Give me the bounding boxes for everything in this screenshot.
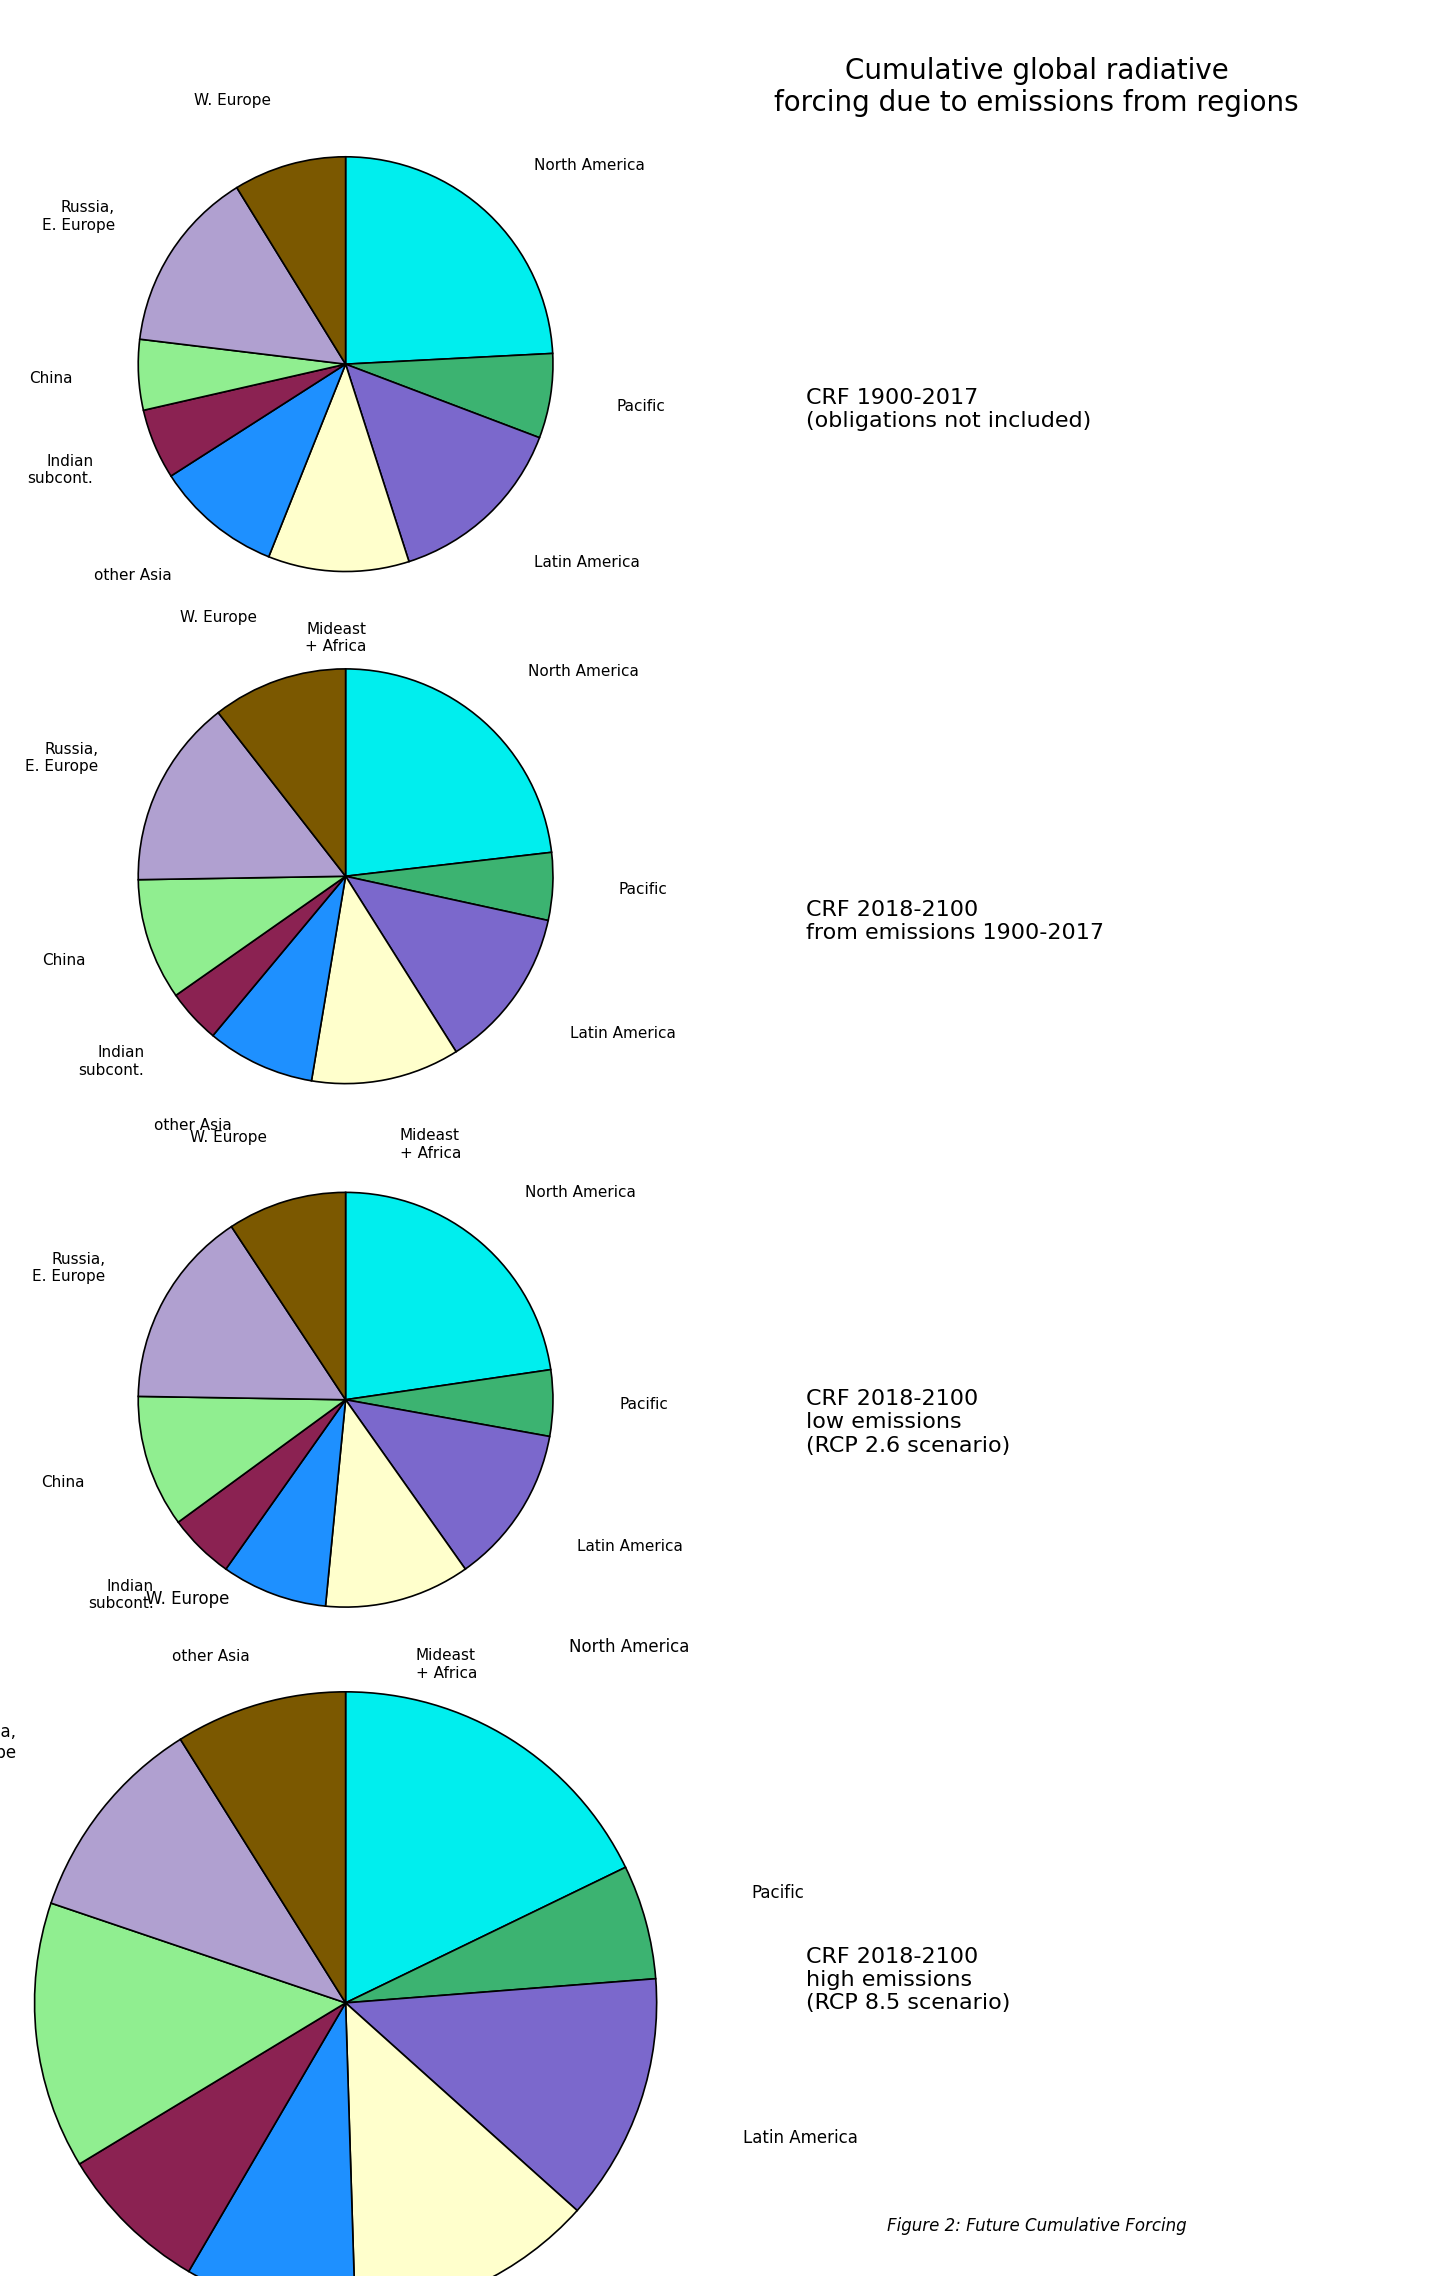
Wedge shape	[346, 1978, 657, 2210]
Text: Russia,
E. Europe: Russia, E. Europe	[33, 1252, 105, 1284]
Wedge shape	[346, 669, 552, 876]
Wedge shape	[325, 1400, 465, 1607]
Text: Indian
subcont.: Indian subcont.	[27, 453, 94, 487]
Wedge shape	[50, 1739, 346, 2003]
Wedge shape	[232, 1193, 346, 1400]
Text: Latin America: Latin America	[743, 2128, 858, 2146]
Wedge shape	[138, 712, 346, 881]
Wedge shape	[35, 1903, 346, 2164]
Text: Indian
subcont.: Indian subcont.	[78, 1045, 144, 1079]
Wedge shape	[140, 187, 346, 364]
Text: Mideast
+ Africa: Mideast + Africa	[305, 621, 367, 653]
Wedge shape	[269, 364, 409, 571]
Text: Pacific: Pacific	[619, 883, 668, 897]
Text: other Asia: other Asia	[173, 1648, 251, 1664]
Wedge shape	[79, 2003, 346, 2271]
Wedge shape	[346, 1370, 553, 1436]
Text: W. Europe: W. Europe	[190, 1131, 266, 1145]
Text: Russia,
E. Europe: Russia, E. Europe	[0, 1723, 16, 1762]
Text: other Asia: other Asia	[154, 1118, 232, 1133]
Text: Pacific: Pacific	[619, 1397, 668, 1411]
Wedge shape	[213, 876, 346, 1081]
Wedge shape	[346, 876, 549, 1052]
Text: other Asia: other Asia	[94, 567, 171, 583]
Text: China: China	[42, 1475, 85, 1491]
Text: Figure 2: Future Cumulative Forcing: Figure 2: Future Cumulative Forcing	[887, 2217, 1187, 2235]
Wedge shape	[346, 1193, 550, 1400]
Text: Indian
subcont.: Indian subcont.	[88, 1580, 154, 1611]
Wedge shape	[171, 364, 346, 558]
Text: Latin America: Latin America	[534, 555, 639, 571]
Wedge shape	[219, 669, 346, 876]
Text: CRF 1900-2017
(obligations not included): CRF 1900-2017 (obligations not included)	[806, 389, 1092, 430]
Text: Pacific: Pacific	[750, 1885, 804, 1903]
Text: Mideast
+ Africa: Mideast + Africa	[399, 1129, 461, 1161]
Text: China: China	[29, 371, 72, 387]
Wedge shape	[346, 157, 553, 364]
Wedge shape	[176, 876, 346, 1036]
Text: North America: North America	[534, 157, 645, 173]
Wedge shape	[138, 339, 346, 410]
Wedge shape	[346, 851, 553, 920]
Text: CRF 2018-2100
from emissions 1900-2017: CRF 2018-2100 from emissions 1900-2017	[806, 901, 1104, 942]
Text: Russia,
E. Europe: Russia, E. Europe	[42, 200, 115, 232]
Wedge shape	[346, 1866, 655, 2003]
Text: W. Europe: W. Europe	[147, 1591, 229, 1609]
Wedge shape	[346, 353, 553, 437]
Text: North America: North America	[569, 1639, 688, 1657]
Text: China: China	[42, 954, 85, 967]
Wedge shape	[346, 2003, 577, 2276]
Wedge shape	[311, 876, 456, 1083]
Wedge shape	[144, 364, 346, 476]
Wedge shape	[179, 1400, 346, 1568]
Wedge shape	[138, 1227, 346, 1400]
Text: Cumulative global radiative
forcing due to emissions from regions: Cumulative global radiative forcing due …	[775, 57, 1299, 118]
Wedge shape	[180, 1691, 346, 2003]
Wedge shape	[236, 157, 346, 364]
Wedge shape	[346, 364, 540, 562]
Text: CRF 2018-2100
high emissions
(RCP 8.5 scenario): CRF 2018-2100 high emissions (RCP 8.5 sc…	[806, 1946, 1011, 2014]
Text: North America: North America	[527, 665, 638, 678]
Text: Pacific: Pacific	[616, 398, 665, 414]
Text: Latin America: Latin America	[576, 1539, 683, 1555]
Wedge shape	[346, 1400, 550, 1568]
Text: Latin America: Latin America	[570, 1026, 675, 1040]
Wedge shape	[226, 1400, 346, 1607]
Wedge shape	[346, 1691, 625, 2003]
Text: North America: North America	[524, 1186, 635, 1199]
Text: W. Europe: W. Europe	[180, 610, 256, 626]
Text: CRF 2018-2100
low emissions
(RCP 2.6 scenario): CRF 2018-2100 low emissions (RCP 2.6 sce…	[806, 1388, 1011, 1457]
Text: W. Europe: W. Europe	[194, 93, 271, 109]
Text: Mideast
+ Africa: Mideast + Africa	[416, 1648, 477, 1680]
Wedge shape	[138, 876, 346, 995]
Wedge shape	[138, 1397, 346, 1523]
Text: Russia,
E. Europe: Russia, E. Europe	[26, 742, 99, 774]
Wedge shape	[189, 2003, 356, 2276]
